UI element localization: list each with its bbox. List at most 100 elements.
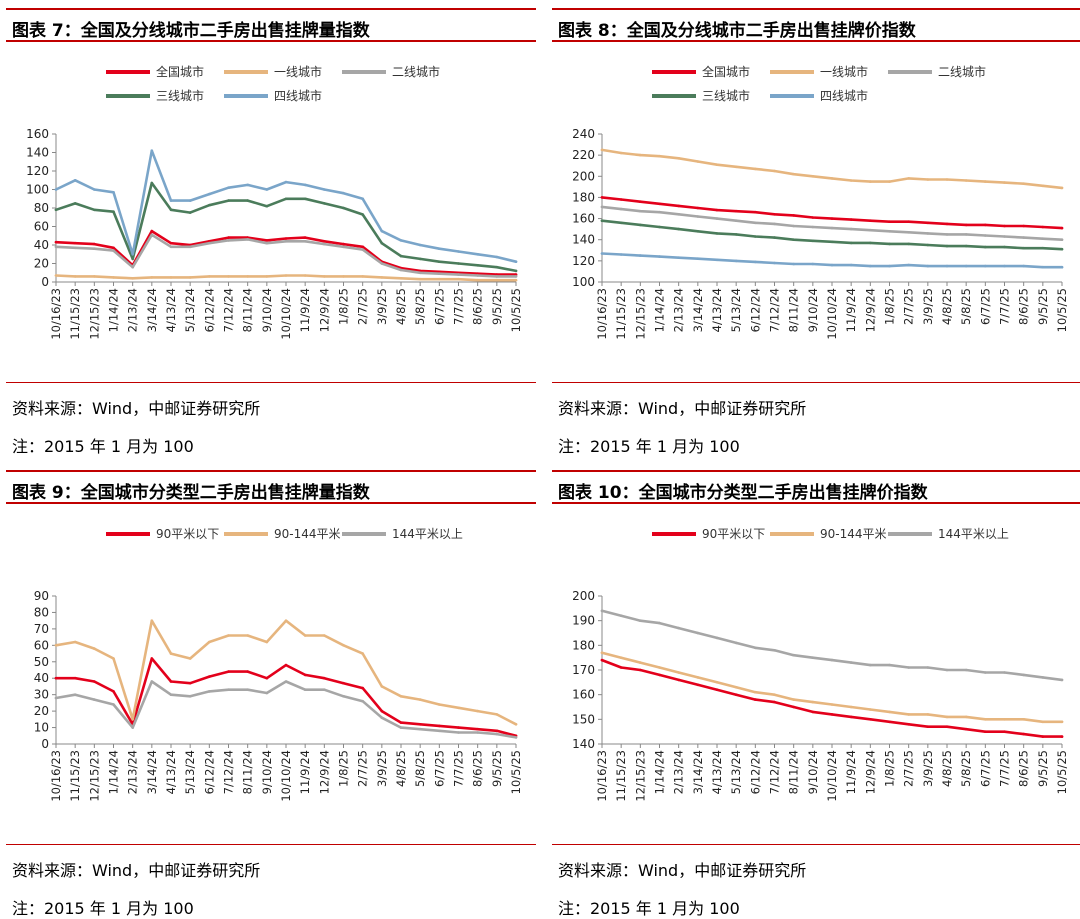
data-point — [1003, 245, 1006, 249]
series — [54, 619, 518, 726]
series — [54, 181, 518, 273]
data-point — [1003, 718, 1006, 721]
x-tick-label: 7/7/25 — [998, 288, 1012, 325]
data-point — [323, 242, 326, 246]
x-tick-label: 12/9/24 — [863, 750, 877, 794]
data-point — [811, 216, 815, 219]
data-point — [303, 236, 307, 239]
data-point — [849, 715, 853, 719]
data-point — [54, 274, 58, 277]
data-point — [93, 647, 96, 650]
data-point — [888, 180, 891, 183]
data-point — [1060, 226, 1064, 230]
series — [600, 219, 1064, 251]
data-point — [361, 652, 365, 655]
y-tick-label: 120 — [572, 254, 595, 268]
legend-item: 二线城市 — [342, 64, 440, 79]
data-point — [600, 196, 604, 199]
data-point — [1003, 235, 1006, 238]
x-tick-label: 4/8/25 — [394, 750, 408, 787]
data-point — [495, 278, 499, 282]
x-tick-label: 8/11/24 — [787, 288, 801, 332]
legend-label: 四线城市 — [274, 88, 322, 103]
legend-item: 90-144平米 — [770, 527, 887, 541]
data-point — [984, 671, 987, 674]
data-point — [945, 715, 949, 719]
data-point — [792, 653, 795, 657]
data-point — [284, 237, 288, 240]
data-point — [495, 713, 499, 716]
series-line — [600, 205, 1064, 241]
legend-item: 四线城市 — [770, 88, 868, 103]
x-tick-label: 10/5/25 — [509, 288, 523, 332]
x-tick-label: 5/13/24 — [183, 288, 197, 332]
x-tick-label: 11/15/23 — [614, 288, 628, 340]
data-point — [476, 278, 480, 282]
data-point — [792, 172, 795, 176]
data-point — [830, 263, 834, 267]
panel-figure-10: 图表 10：全国城市分类型二手房出售挂牌价指数 90平米以下 90-144平米 14… — [552, 462, 1080, 918]
data-point — [323, 202, 326, 205]
y-tick-label: 70 — [34, 622, 49, 636]
x-tick-label: 6/7/25 — [432, 750, 446, 787]
series-line — [54, 149, 518, 263]
x-tick-label: 2/13/24 — [672, 288, 686, 332]
data-point — [303, 688, 307, 691]
series-line — [600, 651, 1064, 724]
data-point — [284, 663, 288, 667]
data-point — [361, 686, 365, 690]
data-point — [677, 227, 680, 231]
data-point — [1060, 247, 1064, 251]
x-tick-label: 10/10/24 — [825, 750, 839, 802]
data-point — [696, 230, 700, 233]
x-tick-label: 10/16/23 — [595, 288, 609, 340]
data-point — [984, 264, 987, 268]
legend-item: 三线城市 — [106, 88, 204, 103]
legend-item: 全国城市 — [652, 64, 750, 79]
data-point — [1060, 720, 1064, 724]
x-tick-label: 5/8/25 — [959, 750, 973, 787]
data-point — [964, 715, 968, 719]
data-point — [811, 239, 815, 243]
data-point — [734, 165, 738, 169]
data-point — [1003, 730, 1006, 733]
x-tick-label: 11/9/24 — [844, 750, 858, 794]
data-point — [380, 685, 384, 688]
data-point — [495, 729, 499, 733]
data-point — [639, 200, 642, 203]
data-point — [945, 222, 949, 226]
data-point — [476, 253, 480, 256]
x-tick-label: 6/7/25 — [432, 288, 446, 325]
x-tick-label: 8/6/25 — [471, 750, 485, 787]
legend-item: 一线城市 — [770, 64, 868, 79]
data-point — [303, 240, 307, 243]
data-point — [734, 641, 738, 645]
panel-figure-9: 图表 9：全国城市分类型二手房出售挂牌量指数 90平米以下 90-144平米 144… — [6, 462, 536, 918]
data-point — [476, 731, 480, 734]
data-point — [323, 240, 326, 243]
data-point — [399, 695, 403, 698]
data-point — [150, 680, 154, 683]
series — [600, 148, 1064, 190]
x-tick-label: 2/7/25 — [356, 288, 370, 325]
data-point — [265, 691, 269, 695]
data-point — [131, 253, 134, 256]
x-tick-label: 9/10/24 — [806, 750, 820, 794]
chart-svg: 90平米以下 90-144平米 144平米以上 0 10 20 30 40 50 60 70 80 90… — [34, 527, 523, 802]
data-point — [476, 709, 480, 713]
data-point — [869, 241, 872, 245]
data-point — [619, 656, 623, 659]
data-point — [734, 693, 738, 696]
x-tick-label: 10/16/23 — [595, 750, 609, 802]
legend-label: 90平米以下 — [156, 527, 219, 541]
data-point — [869, 708, 872, 711]
data-point — [1022, 732, 1025, 736]
x-tick-label: 4/8/25 — [394, 288, 408, 325]
data-point — [227, 186, 230, 189]
data-point — [677, 204, 680, 208]
data-point — [792, 262, 795, 266]
data-point — [323, 688, 326, 691]
x-tick-label: 10/10/24 — [279, 288, 293, 340]
data-point — [418, 277, 422, 281]
